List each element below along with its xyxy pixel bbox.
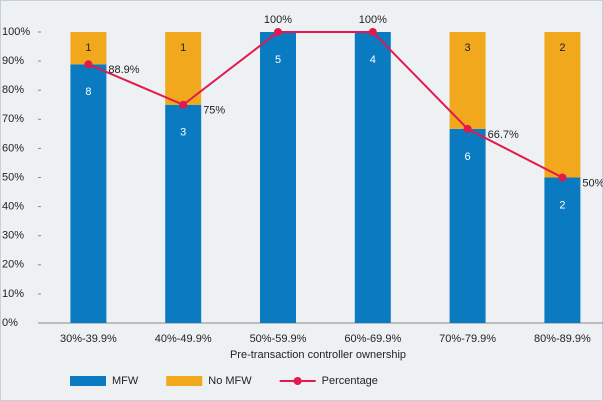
- line-value-label: 100%: [264, 14, 292, 26]
- percentage-line: [88, 31, 563, 179]
- y-tick-label: 80%: [2, 84, 24, 96]
- y-tick-label: 10%: [2, 288, 24, 300]
- count-label: 4: [370, 54, 376, 66]
- bar-segment: [449, 128, 486, 323]
- legend-swatch: [70, 376, 106, 386]
- line-value-label: 100%: [359, 14, 387, 26]
- legend-swatch: [293, 377, 302, 385]
- bar-segment: [544, 32, 581, 178]
- count-label: 3: [180, 127, 186, 139]
- line-point: [558, 173, 567, 182]
- bar-segment: [70, 64, 107, 324]
- legend-swatch: [166, 376, 203, 386]
- line-point: [368, 28, 377, 36]
- y-tick-label: 40%: [2, 201, 24, 213]
- count-label: 5: [275, 54, 281, 66]
- bar-segment: [449, 32, 486, 129]
- x-tick-label: 30%-39.9%: [60, 333, 117, 345]
- bar-segment: [260, 32, 296, 323]
- line-value-label: 66.7%: [488, 129, 519, 141]
- count-label: 1: [85, 42, 91, 54]
- bar-segment: [354, 32, 391, 323]
- y-tick-label: 90%: [2, 55, 24, 67]
- count-label: 6: [465, 151, 471, 163]
- x-tick-label: 60%-69.9%: [344, 333, 401, 345]
- y-tick-label: 20%: [2, 259, 24, 271]
- bar-segment: [165, 32, 202, 105]
- x-axis-label: Pre-transaction controller ownership: [230, 349, 406, 361]
- count-label: 3: [465, 42, 471, 54]
- y-tick-label: 60%: [2, 142, 24, 154]
- bar-segment: [165, 104, 202, 323]
- y-tick-label: 0%: [2, 317, 18, 329]
- legend-label: MFW: [112, 375, 139, 387]
- line-point: [274, 28, 282, 36]
- count-label: 2: [559, 199, 565, 211]
- y-tick-label: 100%: [2, 26, 30, 38]
- legend-label: Percentage: [322, 375, 378, 387]
- y-tick-label: 70%: [2, 113, 24, 125]
- count-label: 8: [85, 86, 91, 98]
- line-value-label: 88.9%: [108, 64, 139, 76]
- bar-segment: [70, 32, 107, 65]
- count-label: 1: [180, 42, 186, 54]
- line-point: [179, 100, 188, 109]
- count-label: 2: [559, 42, 565, 54]
- x-tick-label: 40%-49.9%: [155, 333, 212, 345]
- y-tick-label: 50%: [2, 171, 24, 183]
- legend-label: No MFW: [208, 375, 252, 387]
- bar-segment: [544, 177, 581, 323]
- line-value-label: 50%: [582, 177, 603, 189]
- x-tick-label: 50%-59.9%: [250, 333, 307, 345]
- x-tick-label: 70%-79.9%: [439, 333, 496, 345]
- line-point: [463, 124, 472, 133]
- line-value-label: 75%: [203, 105, 225, 117]
- y-tick-label: 30%: [2, 230, 24, 242]
- line-point: [84, 60, 93, 69]
- x-tick-label: 80%-89.9%: [534, 333, 591, 345]
